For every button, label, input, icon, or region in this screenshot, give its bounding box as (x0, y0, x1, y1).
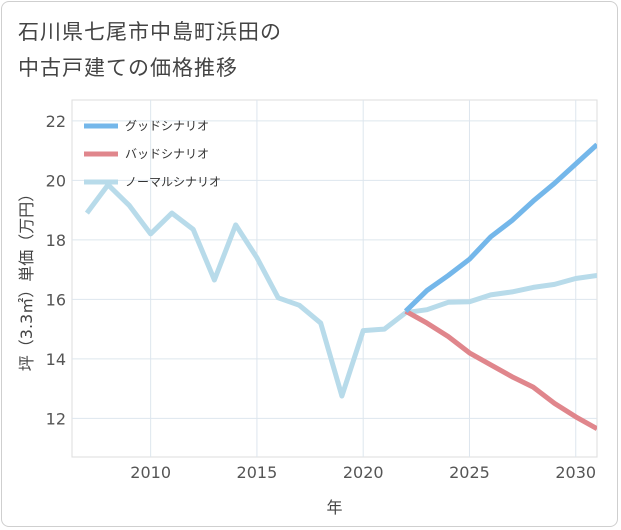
series-lines (84, 142, 597, 431)
x-tick-label: 2015 (237, 463, 278, 482)
legend-label: バッドシナリオ (125, 147, 209, 161)
series-line-2 (84, 182, 597, 399)
x-tick-label: 2025 (449, 463, 490, 482)
y-tick-label: 18 (46, 231, 66, 250)
series-line-1 (404, 309, 597, 431)
legend-label: ノーマルシナリオ (125, 175, 221, 189)
legend-label: グッドシナリオ (125, 119, 209, 133)
chart-title: 石川県七尾市中島町浜田の 中古戸建ての価格推移 (18, 14, 282, 86)
axis-ticks: 2010 2015 2020 2025 2030 12 14 16 18 20 22 (46, 112, 596, 482)
y-tick-label: 16 (46, 290, 66, 309)
grid (72, 100, 597, 457)
x-tick-label: 2030 (555, 463, 596, 482)
y-tick-label: 12 (46, 409, 66, 428)
y-tick-label: 22 (46, 112, 66, 131)
y-tick-label: 14 (46, 350, 66, 369)
x-axis-title: 年 (326, 498, 342, 517)
chart-title-line2: 中古戸建ての価格推移 (18, 56, 238, 80)
y-tick-label: 20 (46, 171, 66, 190)
y-axis-title: 坪（3.3㎡）単価（万円） (17, 186, 36, 371)
series-line-0 (403, 142, 597, 313)
x-tick-label: 2010 (130, 463, 171, 482)
chart-title-line1: 石川県七尾市中島町浜田の (18, 20, 282, 44)
x-tick-label: 2020 (343, 463, 384, 482)
plot-area (71, 99, 598, 458)
